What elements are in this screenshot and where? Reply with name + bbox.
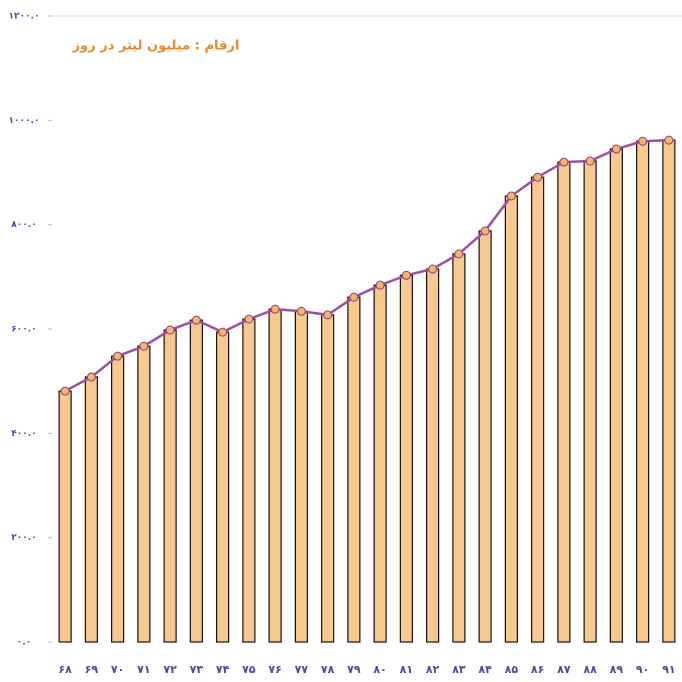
bar [557,161,571,643]
x-tick-label: ۸۹ [610,663,624,676]
y-tick-label: ۴۰۰.۰ [11,429,36,439]
x-tick-label: ۷۸ [321,663,335,676]
marker [113,351,123,361]
marker [244,314,254,324]
bar [636,140,650,643]
marker [428,264,438,274]
bar [504,195,518,643]
bar [189,319,203,643]
x-tick-label: ۷۱ [137,663,150,676]
bar [163,329,177,643]
bar [58,390,72,643]
x-tick-label: ۸۵ [505,663,519,676]
x-tick-label: ۸۲ [426,663,440,676]
bar [399,274,413,643]
bar [216,331,230,643]
x-tick-label: ۸۰ [373,663,386,676]
bar [583,160,597,643]
marker [401,270,411,280]
y-tick-label: ۶۰۰.۰ [11,325,36,335]
bar [373,284,387,643]
x-tick-label: ۷۵ [242,663,256,676]
x-tick-label: ۸۶ [531,663,544,676]
marker [191,315,201,325]
x-tick-label: ۷۳ [190,663,204,676]
bar [268,308,282,643]
bar [321,314,335,643]
y-tick-label: ۰.۰ [17,638,31,648]
marker [533,172,543,182]
marker [454,249,464,259]
x-tick-label: ۷۷ [295,663,309,676]
marker [638,136,648,146]
bar [609,148,623,643]
marker [480,226,490,236]
x-tick-label: ۸۸ [583,663,597,676]
bar [662,139,676,643]
x-tick-label: ۶۹ [85,663,99,676]
x-tick-label: ۸۴ [478,663,492,676]
x-tick-label: ۸۷ [557,663,571,676]
y-tick-label: ۱۲۰۰.۰ [9,12,40,22]
bar [84,376,98,643]
y-tick-label: ۲۰۰.۰ [11,533,36,543]
bar [478,230,492,643]
marker [611,144,621,154]
y-tick-label: ۱۰۰۰.۰ [9,116,40,126]
x-tick-label: ۸۳ [452,663,466,676]
bar [242,318,256,643]
bar [137,345,151,643]
annotation: ارقام : میلیون لیتر در روز [72,39,240,54]
marker [585,156,595,166]
bar [452,253,466,643]
x-tick-label: ۹۱ [662,663,675,676]
trend-line [64,138,669,393]
marker [375,280,385,290]
bar [531,176,545,643]
marker [506,191,516,201]
marker [323,310,333,320]
marker [60,386,70,396]
marker [559,157,569,167]
marker [270,304,280,314]
marker [296,306,306,316]
x-tick-label: ۷۹ [347,663,361,676]
x-tick-label: ۹۰ [636,663,649,676]
x-tick-label: ۷۶ [268,663,281,676]
marker [139,341,149,351]
x-tick-label: ۷۲ [163,663,177,676]
marker [664,135,674,145]
x-tick-label: ۸۱ [400,663,413,676]
x-tick-label: ۶۸ [58,663,72,676]
marker [165,325,175,335]
y-tick-label: ۸۰۰.۰ [11,220,36,230]
x-tick-label: ۷۰ [111,663,124,676]
x-tick-label: ۷۴ [216,663,230,676]
bar [111,355,125,643]
bar [294,310,308,643]
bar [426,268,440,643]
marker [349,292,359,302]
marker [86,372,96,382]
bar [347,296,361,643]
marker [218,327,228,337]
